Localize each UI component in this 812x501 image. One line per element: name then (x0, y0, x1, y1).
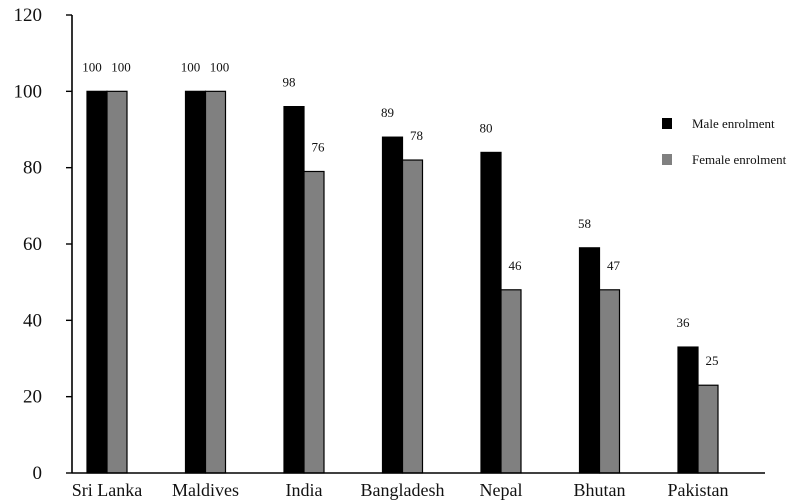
data-label: 98 (283, 75, 296, 90)
bar-female (697, 384, 719, 474)
data-label: 100 (82, 59, 102, 74)
bar-male (86, 90, 108, 474)
data-label: 76 (312, 139, 326, 154)
y-tick-label: 80 (23, 158, 42, 179)
y-tick-label: 20 (23, 387, 42, 408)
legend-swatch (662, 154, 672, 165)
y-tick-label: 40 (23, 310, 42, 331)
bar-female (500, 289, 522, 474)
bar-male (283, 105, 305, 474)
data-label: 36 (677, 315, 691, 330)
legend-swatch (662, 118, 672, 129)
category-label: India (286, 480, 323, 500)
y-tick-label: 100 (14, 81, 43, 102)
category-label: Sri Lanka (72, 480, 142, 500)
data-label: 46 (509, 258, 523, 273)
bar-female (598, 289, 621, 474)
data-label: 80 (480, 120, 493, 135)
category-label: Pakistan (668, 480, 729, 500)
data-label: 78 (410, 128, 423, 143)
legend-label: Female enrolment (692, 152, 787, 167)
category-label: Maldives (172, 480, 239, 500)
bar-male (184, 90, 207, 474)
bar-female (401, 159, 424, 474)
data-label: 100 (210, 59, 230, 74)
data-label: 100 (111, 59, 131, 74)
legend: Male enrolment Female enrolment (662, 116, 787, 167)
legend-label: Male enrolment (692, 116, 775, 131)
bar-female (303, 170, 325, 474)
bar-female (106, 90, 128, 474)
data-labels: 100 100 98 89 80 58 36 100 100 76 78 46 47 25 (82, 59, 718, 368)
category-label: Bhutan (574, 480, 626, 500)
data-label: 25 (706, 353, 719, 368)
bar-male (381, 136, 404, 474)
bar-male (578, 247, 601, 474)
category-label: Bangladesh (361, 480, 445, 500)
category-label: Nepal (480, 480, 523, 500)
bar-female (204, 90, 227, 474)
bar-male (677, 346, 699, 474)
y-tick-label: 60 (23, 234, 42, 255)
data-label: 47 (607, 258, 621, 273)
data-label: 89 (381, 105, 394, 120)
bar-male (480, 151, 502, 474)
category-labels: Sri Lanka Maldives India Bangladesh Nepal Bhu… (72, 480, 729, 500)
data-label: 100 (181, 59, 201, 74)
bars (86, 90, 719, 474)
y-tick-label: 120 (14, 5, 43, 26)
y-axis-ticks: 0 20 40 60 80 100 120 (14, 5, 72, 484)
y-tick-label: 0 (33, 463, 43, 484)
data-label: 58 (578, 216, 591, 231)
